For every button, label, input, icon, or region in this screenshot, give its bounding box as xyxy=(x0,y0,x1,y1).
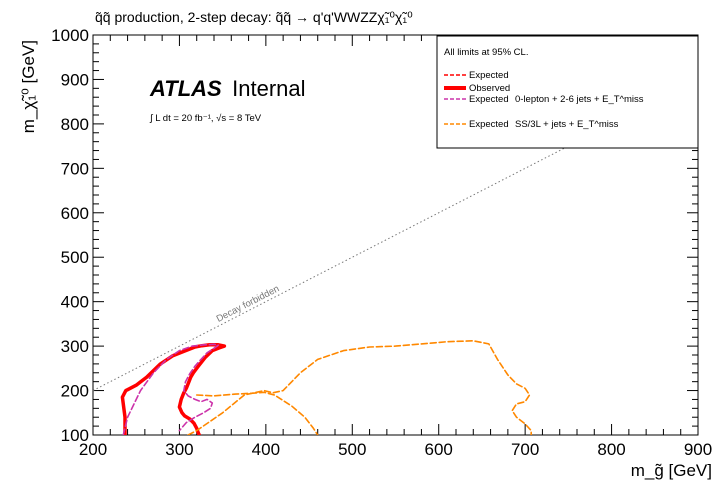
y-tick-label: 700 xyxy=(61,159,89,178)
contour-expected-0-lepton-2-6-jets-e-t-miss xyxy=(122,343,220,435)
plot-frame xyxy=(92,34,699,436)
y-axis-title: m_χ̃₁⁰ [GeV] xyxy=(19,40,38,133)
legend-label-3: Expected xyxy=(469,119,509,130)
contour-expected-ss-3l-jets-e-t-miss-inner xyxy=(195,391,319,435)
x-axis-title: m_g̃ [GeV] xyxy=(631,461,712,480)
decay-forbidden-label: Decay forbidden xyxy=(215,283,282,324)
legend-label-1: Observed xyxy=(469,83,510,94)
y-tick-label: 900 xyxy=(61,70,89,89)
legend-label-0: Expected xyxy=(469,70,509,81)
atlas-label: ATLAS Internal xyxy=(149,76,306,101)
x-tick-label: 200 xyxy=(79,440,107,459)
y-tick-label: 100 xyxy=(61,426,89,445)
legend-extra-3: SS/3L + jets + E_T^miss xyxy=(515,119,619,130)
x-tick-label: 900 xyxy=(684,440,712,459)
y-tick-label: 500 xyxy=(61,248,89,267)
contour-observed xyxy=(120,343,227,435)
y-tick-label: 800 xyxy=(61,115,89,134)
legend-label-2: Expected xyxy=(469,94,509,105)
x-tick-label: 500 xyxy=(338,440,366,459)
x-tick-label: 800 xyxy=(597,440,625,459)
x-tick-label: 300 xyxy=(165,440,193,459)
y-tick-label: 1000 xyxy=(51,26,89,45)
lumi-label: ∫ L dt = 20 fb⁻¹, √s = 8 TeV xyxy=(149,113,262,124)
contour-expected-ss-3l-jets-e-t-miss xyxy=(187,339,533,435)
y-tick-label: 300 xyxy=(61,337,89,356)
legend: All limits at 95% CL. ExpectedObservedEx… xyxy=(436,35,699,149)
legend-box xyxy=(436,35,699,149)
decay-forbidden-line xyxy=(92,78,699,392)
y-tick-label: 600 xyxy=(61,204,89,223)
atlas-label-bold: ATLAS xyxy=(149,76,222,101)
contour-expected xyxy=(121,343,226,435)
x-axis: 200 300 400 500 600 700 800 900 xyxy=(79,35,712,459)
contour-layer xyxy=(120,339,533,435)
legend-extra-2: 0-lepton + 2-6 jets + E_T^miss xyxy=(515,94,644,105)
y-tick-label: 400 xyxy=(61,293,89,312)
chart-title: q̃q̃ production, 2-step decay: q̃q̃ → q'… xyxy=(95,9,413,25)
legend-header: All limits at 95% CL. xyxy=(444,47,528,58)
x-tick-label: 600 xyxy=(425,440,453,459)
y-tick-label: 200 xyxy=(61,382,89,401)
x-tick-label: 700 xyxy=(511,440,539,459)
atlas-label-normal: Internal xyxy=(232,76,305,101)
x-tick-label: 400 xyxy=(252,440,280,459)
